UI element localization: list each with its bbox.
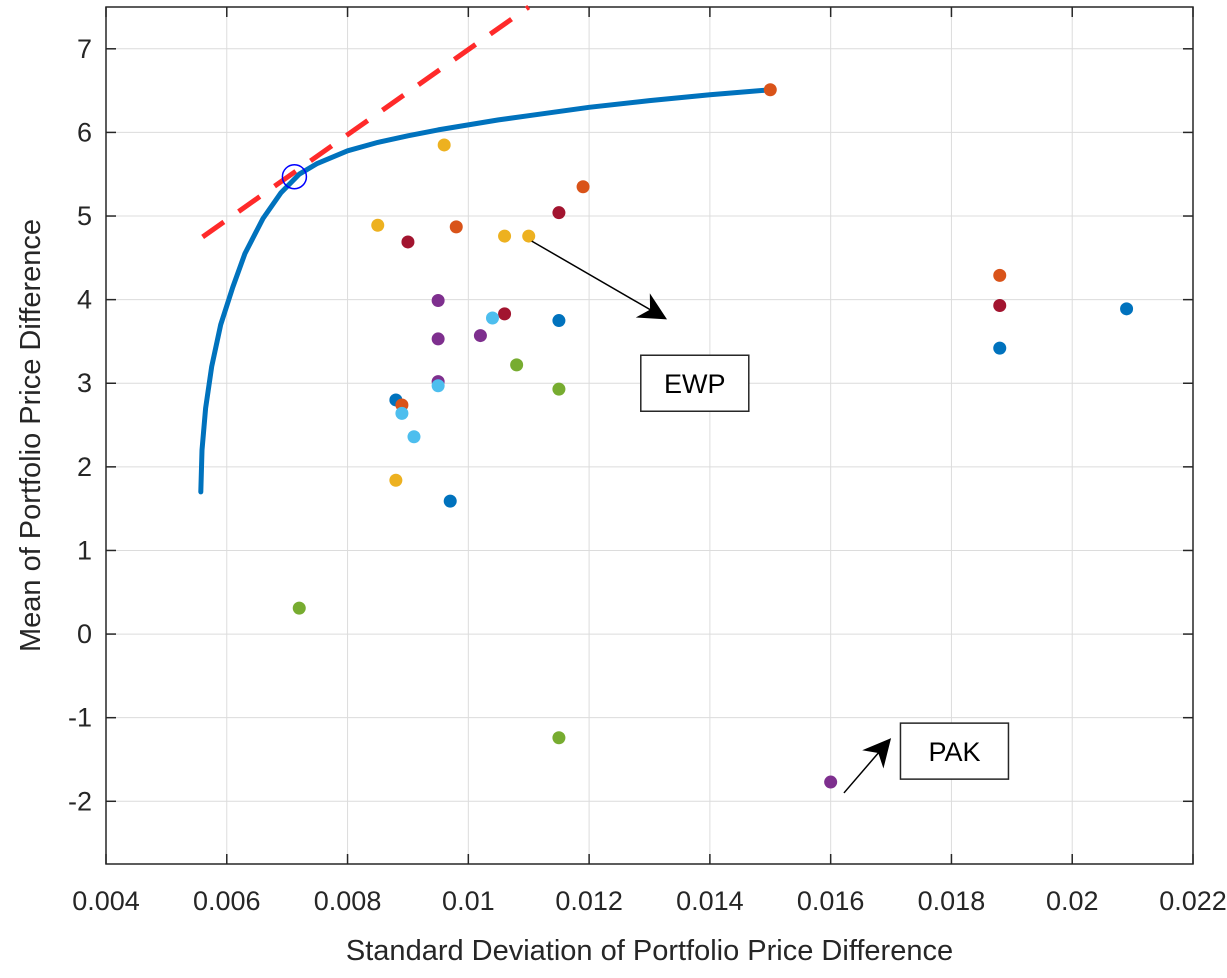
data-point — [552, 731, 566, 745]
x-tick-label: 0.022 — [1159, 886, 1227, 916]
y-tick-label: -2 — [68, 786, 92, 816]
data-point — [437, 138, 451, 152]
data-point — [395, 406, 409, 420]
data-point — [498, 229, 512, 243]
data-point — [431, 379, 445, 393]
annotations: EWP PAK — [531, 240, 1010, 794]
x-tick-label: 0.006 — [193, 886, 261, 916]
y-tick-label: 2 — [77, 452, 92, 482]
data-point — [431, 332, 445, 346]
x-axis-label: Standard Deviation of Portfolio Price Di… — [346, 935, 953, 967]
x-tick-label: 0.018 — [918, 886, 986, 916]
data-point — [552, 382, 566, 396]
data-point — [407, 430, 421, 444]
tangency-point-marker — [281, 163, 308, 190]
pak-annotation-label: PAK — [928, 737, 980, 767]
pak-annotation-box — [899, 722, 1010, 780]
ewp-annotation-label: EWP — [664, 369, 726, 399]
data-point — [510, 358, 524, 372]
y-tick-label: 3 — [77, 368, 92, 398]
y-tick-label: 5 — [77, 201, 92, 231]
y-axis: -2 -1 0 1 2 3 4 5 6 7 — [68, 34, 1193, 816]
data-point — [552, 314, 566, 328]
y-tick-label: 6 — [77, 117, 92, 147]
efficient-frontier-curve — [198, 87, 773, 495]
data-point — [522, 229, 536, 243]
data-point — [993, 298, 1007, 312]
y-axis-label: Mean of Portfolio Price Difference — [15, 219, 47, 652]
x-tick-label: 0.014 — [676, 886, 744, 916]
y-tick-label: -1 — [68, 703, 92, 733]
x-axis: 0.004 0.006 0.008 0.01 0.012 0.014 0.016 0.018 0… — [72, 7, 1227, 916]
y-tick-label: 7 — [77, 34, 92, 64]
y-tick-label: 4 — [77, 285, 92, 315]
data-point — [389, 473, 403, 487]
y-tick-label: 0 — [77, 619, 92, 649]
data-point — [473, 329, 487, 343]
data-point — [824, 775, 838, 789]
data-point — [443, 494, 457, 508]
ewp-arrow — [531, 240, 668, 320]
data-point — [993, 268, 1007, 282]
data-series — [198, 4, 1134, 789]
data-point — [371, 218, 385, 232]
x-tick-label: 0.01 — [442, 886, 495, 916]
x-tick-label: 0.02 — [1046, 886, 1099, 916]
data-point — [763, 83, 777, 97]
data-point — [449, 220, 463, 234]
data-point — [401, 235, 415, 249]
data-point — [498, 307, 512, 321]
x-tick-label: 0.008 — [314, 886, 382, 916]
y-tick-label: 1 — [77, 535, 92, 565]
pak-arrow — [843, 738, 892, 794]
data-point — [576, 180, 590, 194]
x-tick-label: 0.016 — [797, 886, 865, 916]
x-tick-label: 0.012 — [555, 886, 623, 916]
data-point — [552, 206, 566, 220]
data-point — [292, 601, 306, 615]
plot-area-frame — [105, 6, 1194, 865]
tangent-line — [201, 4, 531, 239]
ewp-annotation-box — [640, 354, 750, 412]
data-point — [993, 341, 1007, 355]
data-point — [1120, 302, 1134, 316]
data-point — [485, 311, 499, 325]
x-tick-label: 0.004 — [72, 886, 140, 916]
data-point — [431, 293, 445, 307]
